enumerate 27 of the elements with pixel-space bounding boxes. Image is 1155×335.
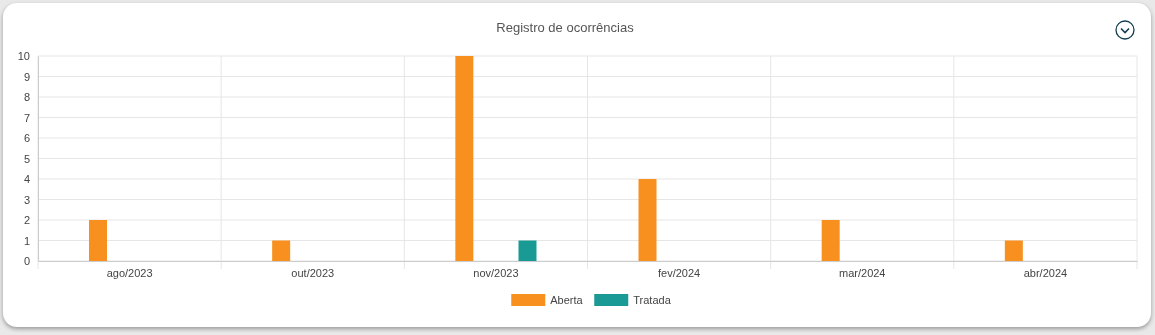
x-tick-label: abr/2024 (1023, 266, 1068, 279)
y-tick-label: 5 (23, 152, 30, 165)
y-tick-label: 4 (23, 173, 30, 186)
x-tick-label: ago/2023 (106, 266, 153, 279)
x-tick-label: out/2023 (291, 266, 335, 279)
x-tick-label: fev/2024 (657, 266, 701, 279)
bar (638, 179, 657, 261)
bar (89, 220, 107, 261)
y-tick-label: 9 (23, 70, 30, 83)
y-tick-label: 0 (23, 255, 30, 268)
chart-title: Registro de ocorrências (496, 20, 635, 35)
bar (518, 240, 537, 261)
y-tick-label: 2 (23, 214, 30, 227)
bar (455, 56, 474, 261)
y-tick-label: 7 (23, 111, 30, 124)
legend-label: Tratada (633, 294, 672, 306)
y-tick-label: 1 (23, 234, 30, 247)
x-tick-label: nov/2023 (473, 266, 519, 279)
bar (821, 220, 840, 261)
bar (1004, 240, 1023, 261)
bar (272, 240, 291, 261)
y-tick-label: 10 (17, 50, 30, 63)
y-tick-label: 6 (23, 132, 30, 145)
legend-label: Aberta (550, 294, 584, 306)
y-tick-label: 8 (23, 91, 30, 104)
x-tick-label: mar/2024 (839, 266, 886, 279)
y-tick-label: 3 (23, 193, 30, 206)
